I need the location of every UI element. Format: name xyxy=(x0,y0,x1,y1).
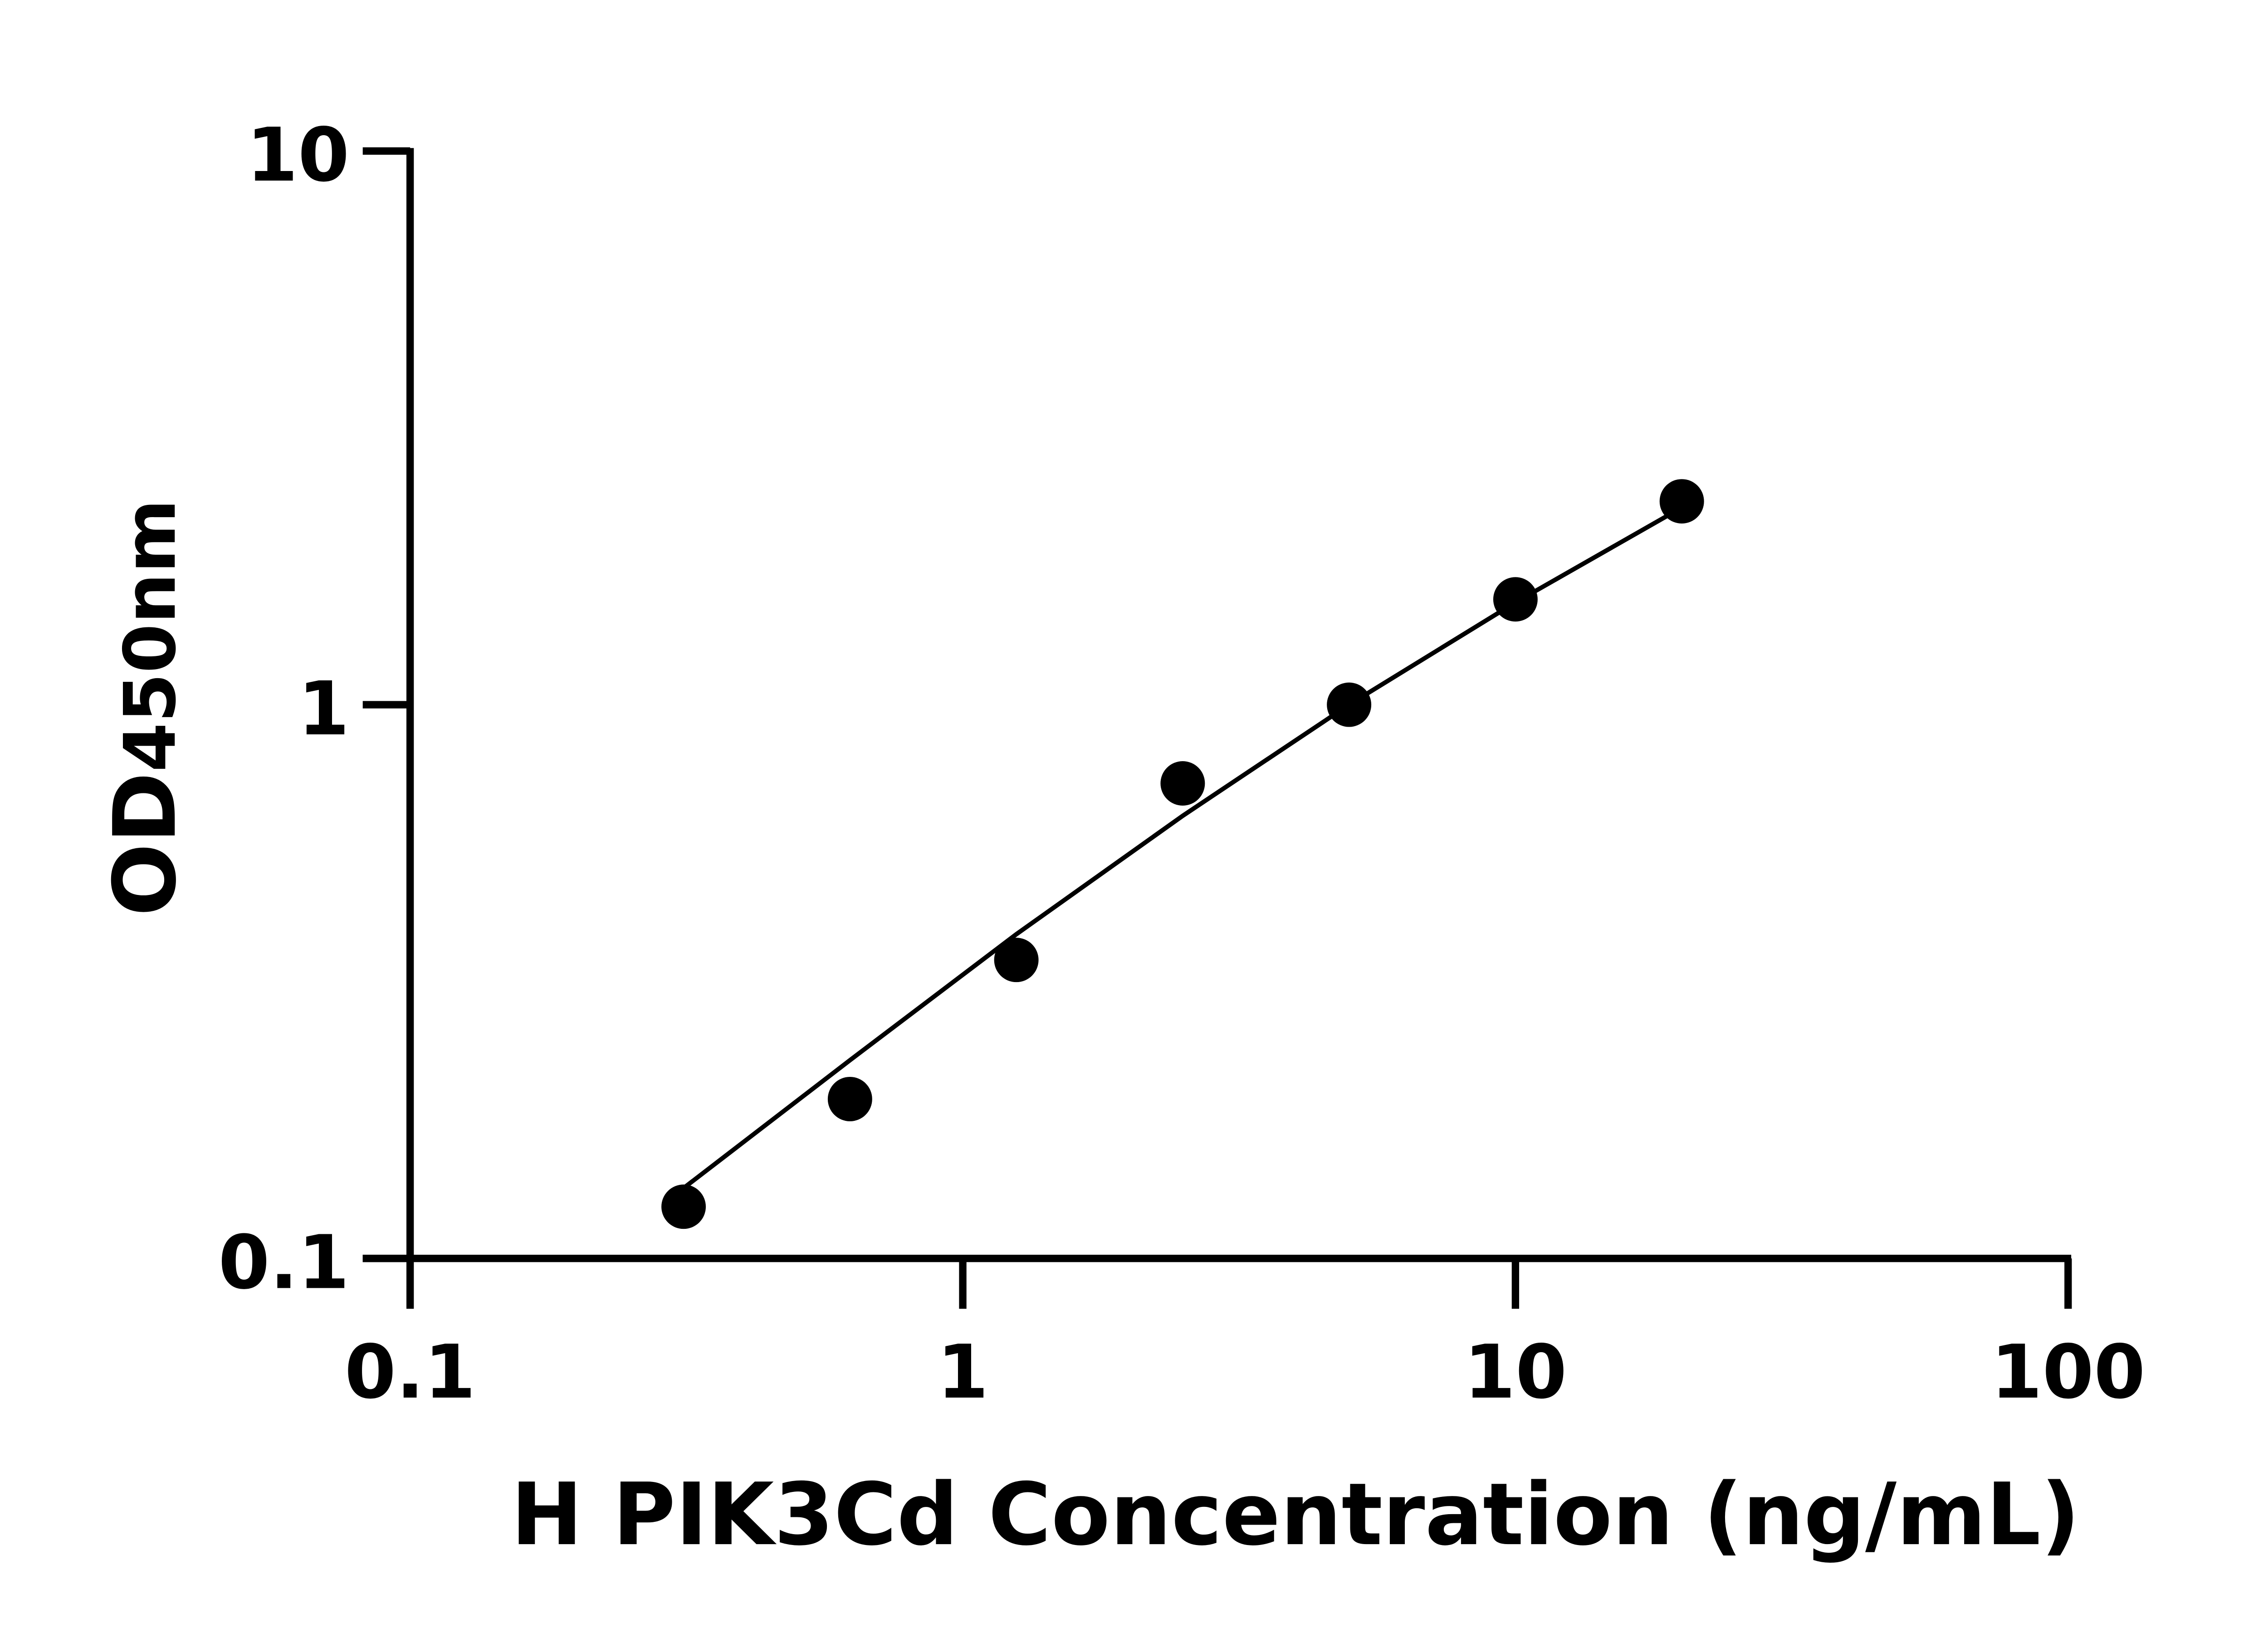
data-point xyxy=(661,1184,706,1229)
y-axis-label-sub: 450nm xyxy=(109,499,191,772)
x-tick-label: 10 xyxy=(1464,1330,1567,1415)
x-tick-label: 0.1 xyxy=(345,1330,476,1415)
x-axis-label: H PIK3Cd Concentration (ng/mL) xyxy=(511,1464,2080,1565)
y-axis-label: OD450nm xyxy=(95,499,195,916)
y-tick-label: 0.1 xyxy=(218,1220,349,1306)
x-tick-label: 1 xyxy=(937,1330,989,1415)
data-point xyxy=(994,938,1039,983)
y-tick-label: 1 xyxy=(298,666,350,752)
data-point xyxy=(827,1076,872,1121)
data-point xyxy=(1659,479,1704,524)
y-tick-label: 10 xyxy=(246,112,349,198)
data-point xyxy=(1160,761,1205,806)
data-point xyxy=(1327,682,1372,727)
axes xyxy=(362,148,2072,1262)
data-point xyxy=(1493,577,1538,622)
x-tick-label: 100 xyxy=(1991,1330,2146,1415)
y-axis-label-main: OD xyxy=(95,772,195,916)
